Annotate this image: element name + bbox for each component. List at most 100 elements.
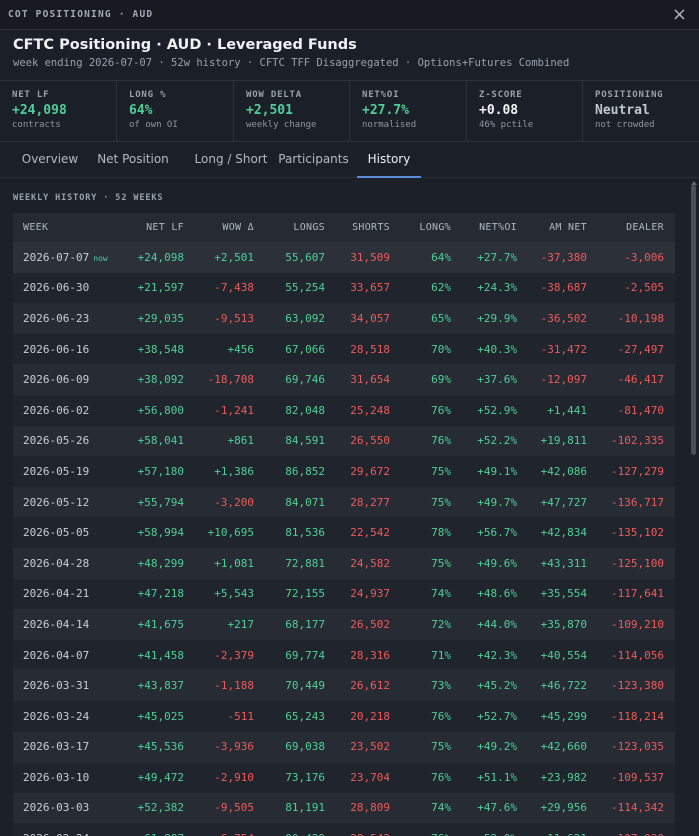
cell-net-oi: +52.7%	[477, 709, 517, 723]
cell-net-oi: +24.3%	[477, 281, 517, 295]
cell-week: 2026-05-12	[23, 495, 90, 509]
tab-history[interactable]: History	[357, 142, 421, 178]
table-row[interactable]: 2026-03-31 +43,837 -1,188 70,449 26,612 73% +4…	[13, 670, 675, 701]
metric-net-oi: NET%OI +27.7% normalised	[350, 81, 467, 141]
table-row[interactable]: 2026-05-12 +55,794 -3,200 84,071 28,277 75% +4…	[13, 486, 675, 518]
cell-net-lf: +43,837	[137, 679, 184, 693]
table-row[interactable]: 2026-05-05 +58,994 +10,695 81,536 22,542 78% +…	[13, 517, 675, 548]
table-row[interactable]: 2026-02-24+61,887-6,75490,42928,54276%+5…	[13, 823, 675, 836]
metric-value: 64%	[129, 103, 153, 118]
table-row[interactable]: 2026-03-03 +52,382 -9,505 81,191 28,809 74% +4…	[13, 792, 675, 824]
cell-am-net: +42,086	[540, 464, 587, 478]
cell-longs: 82,048	[285, 403, 325, 417]
cell-week: 2026-03-17	[23, 740, 90, 754]
cell-net-lf: +45,536	[137, 740, 184, 754]
table-row[interactable]: 2026-06-02 +56,800 -1,241 82,048 25,248 76% +5…	[13, 394, 675, 426]
cell-net-lf: +29,035	[137, 311, 184, 325]
column-header-shorts[interactable]: SHORTS	[352, 222, 390, 233]
cell-shorts: 33,657	[350, 281, 390, 295]
table-row[interactable]: 2026-05-26 +58,041 +861 84,591 26,550 76% +52.…	[13, 425, 675, 457]
cell-dealer: -135,102	[611, 526, 664, 540]
table-row[interactable]: 2026-04-21 +47,218 +5,543 72,155 24,937 74% +4…	[13, 578, 675, 610]
cell-long-pct: 75%	[431, 740, 451, 754]
column-header-net-lf[interactable]: NET LF	[146, 222, 184, 233]
table-row[interactable]: 2026-04-07 +41,458 -2,379 69,774 28,316 71% +4…	[13, 639, 675, 671]
column-header-longs[interactable]: LONGS	[293, 222, 325, 233]
cell-wow-delta: +1,081	[214, 556, 254, 570]
cell-net-oi: +45.2%	[477, 679, 517, 693]
table-row[interactable]: 2026-06-23 +29,035 -9,513 63,092 34,057 65% +2…	[13, 303, 675, 334]
tab-long-short[interactable]: Long / Short	[194, 152, 268, 166]
cell-net-lf: +55,794	[137, 495, 184, 509]
metric-positioning: POSITIONING Neutral not crowded	[583, 81, 699, 141]
tab-participants[interactable]: Participants	[278, 152, 349, 166]
table-row[interactable]: 2026-06-30 +21,597 -7,438 55,254 33,657 62% +2…	[13, 272, 675, 304]
cell-dealer: -123,380	[611, 679, 664, 693]
table-row[interactable]: 2026-04-14 +41,675 +217 68,177 26,502 72% +44.…	[13, 609, 675, 640]
cell-am-net: +35,554	[540, 587, 587, 601]
metric-value: +27.7%	[362, 103, 409, 118]
column-header-dealer[interactable]: DEALER	[626, 222, 664, 233]
cell-week: 2026-05-26	[23, 434, 90, 448]
cell-am-net: +29,956	[540, 801, 587, 815]
column-header-wow-delta[interactable]: WOW Δ	[222, 222, 254, 233]
cell-net-oi: +51.1%	[477, 770, 517, 784]
cell-wow-delta: +861	[227, 434, 255, 448]
cell-long-pct: 70%	[431, 342, 451, 356]
column-header-long-pct[interactable]: LONG%	[419, 222, 451, 233]
table-row[interactable]: 2026-07-07 now +24,098 +2,501 55,607 31,509 64…	[13, 242, 675, 273]
cell-net-lf: +38,548	[137, 342, 184, 356]
table-row[interactable]: 2026-04-28 +48,299 +1,081 72,881 24,582 75% +4…	[13, 547, 675, 579]
cell-shorts: 31,654	[350, 373, 390, 387]
cell-shorts: 31,509	[350, 250, 390, 264]
cell-wow-delta: -6,754	[184, 823, 254, 836]
cell-dealer: -125,100	[611, 556, 664, 570]
cell-wow-delta: +1,386	[214, 464, 254, 478]
metric-note: weekly change	[246, 120, 317, 130]
cell-am-net: +43,311	[540, 556, 587, 570]
cell-long-pct: 74%	[431, 587, 451, 601]
tab-net-position[interactable]: Net Position	[97, 152, 169, 166]
close-icon[interactable]: ×	[671, 4, 687, 25]
cell-long-pct: 74%	[431, 801, 451, 815]
cell-long-pct: 71%	[431, 648, 451, 662]
section-label: WEEKLY HISTORY · 52 WEEKS	[13, 193, 164, 203]
cell-long-pct: 64%	[431, 250, 451, 264]
cell-wow-delta: +456	[227, 342, 255, 356]
table-row[interactable]: 2026-06-09 +38,092 -18,708 69,746 31,654 69% +…	[13, 364, 675, 395]
table-row[interactable]: 2026-05-19 +57,180 +1,386 86,852 29,672 75% +4…	[13, 456, 675, 487]
scrollbar-thumb[interactable]	[691, 185, 696, 455]
page-title: CFTC Positioning · AUD · Leveraged Funds	[13, 37, 357, 53]
cell-longs: 55,254	[285, 281, 325, 295]
cell-dealer: -27,497	[617, 342, 664, 356]
metrics-bar: NET LF +24,098 contracts LONG % 64% of own OI…	[0, 80, 699, 142]
column-header-net-oi[interactable]: NET%OI	[479, 222, 517, 233]
cell-week: 2026-05-05	[23, 526, 90, 540]
cell-net-oi: +27.7%	[477, 250, 517, 264]
cell-longs: 86,852	[285, 464, 325, 478]
cell-net-lf: +47,218	[137, 587, 184, 601]
table-row[interactable]: 2026-03-17 +45,536 -3,936 69,038 23,502 75% +4…	[13, 731, 675, 763]
cell-net-oi: +52.9%	[477, 403, 517, 417]
column-header-am-net[interactable]: AM NET	[549, 222, 587, 233]
table-row[interactable]: 2026-03-24 +45,025 -511 65,243 20,218 76% +52.…	[13, 700, 675, 732]
scroll-up-icon[interactable]	[691, 181, 697, 185]
cell-week: 2026-06-16	[23, 342, 90, 356]
table-row[interactable]: 2026-03-10 +49,472 -2,910 73,176 23,704 76% +5…	[13, 762, 675, 793]
cell-longs: 69,746	[285, 373, 325, 387]
table-row[interactable]: 2026-06-16 +38,548 +456 67,066 28,518 70% +40.…	[13, 333, 675, 365]
tab-overview[interactable]: Overview	[21, 152, 79, 166]
cell-long-pct: 73%	[431, 679, 451, 693]
cell-wow-delta: +5,543	[214, 587, 254, 601]
cell-dealer: -2,505	[624, 281, 664, 295]
cell-shorts: 34,057	[350, 311, 390, 325]
cell-net-oi: +42.3%	[477, 648, 517, 662]
cell-net-oi: +44.0%	[477, 617, 517, 631]
cell-shorts: 20,218	[350, 709, 390, 723]
cell-long-pct: 76%	[431, 770, 451, 784]
cell-longs: 84,071	[285, 495, 325, 509]
cell-wow-delta: +217	[227, 617, 255, 631]
metric-note: of own OI	[129, 120, 178, 130]
column-header-week[interactable]: WEEK	[23, 222, 49, 233]
cell-net-lf: +45,025	[137, 709, 184, 723]
